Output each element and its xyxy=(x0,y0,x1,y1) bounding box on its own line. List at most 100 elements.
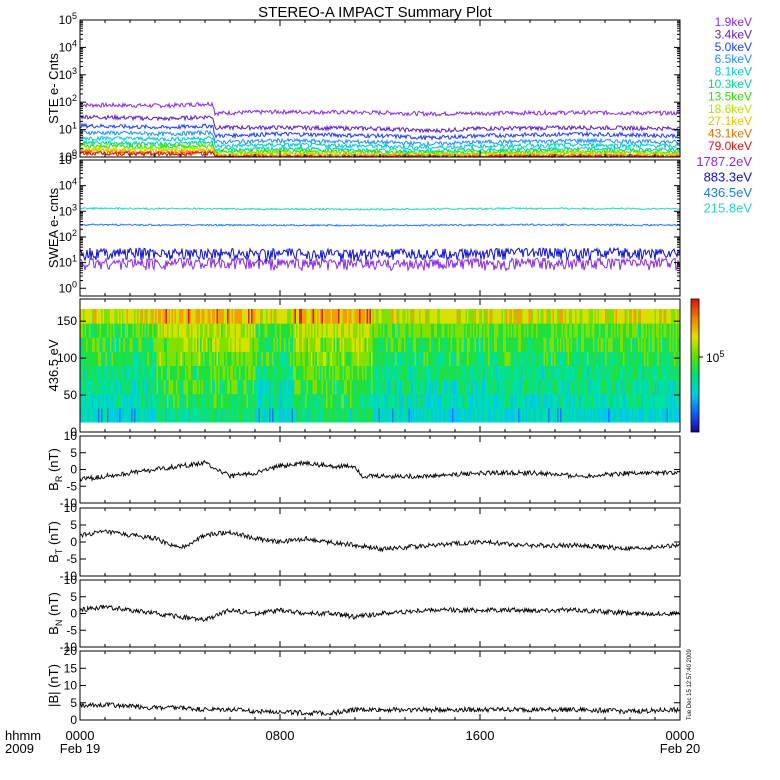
pad-cell xyxy=(213,351,216,366)
pad-cell xyxy=(317,323,319,338)
pad-cell xyxy=(86,337,88,352)
pad-cell xyxy=(672,351,675,366)
pad-cell xyxy=(365,337,367,352)
pad-cell xyxy=(378,351,381,366)
pad-cell xyxy=(143,393,145,409)
pad-cell xyxy=(528,309,531,324)
pad-cell xyxy=(170,351,172,366)
pad-cell xyxy=(377,379,379,395)
pad-cell xyxy=(497,365,499,381)
pad-cell xyxy=(560,323,562,338)
pad-cell xyxy=(503,407,505,423)
pad-cell xyxy=(224,323,226,338)
pad-cell xyxy=(260,407,262,423)
pad-cell xyxy=(531,337,534,352)
pad-cell xyxy=(582,337,585,352)
pad-cell xyxy=(422,379,424,395)
pad-cell xyxy=(185,323,187,338)
pad-cell xyxy=(354,379,357,395)
pad-cell xyxy=(80,379,82,395)
pad-cell xyxy=(666,309,669,324)
pad-cell xyxy=(309,309,312,324)
pad-cell xyxy=(248,393,250,409)
pad-cell xyxy=(113,351,115,366)
pad-cell xyxy=(540,379,543,395)
pad-cell xyxy=(639,393,642,409)
pad-cell xyxy=(395,323,397,338)
pad-cell xyxy=(338,323,340,338)
pad-cell xyxy=(423,351,426,366)
pad-cell xyxy=(159,379,162,395)
pad-cell xyxy=(534,351,537,366)
pad-cell xyxy=(551,323,553,338)
pad-cell xyxy=(336,393,339,409)
pad-cell xyxy=(633,337,636,352)
pad-cell xyxy=(593,407,595,423)
pad-cell xyxy=(285,323,288,338)
pad-cell xyxy=(354,393,357,409)
pad-cell xyxy=(543,309,546,324)
swea-y-tick-label: 104 xyxy=(59,177,77,193)
pad-cell xyxy=(165,365,168,381)
pad-cell xyxy=(98,407,100,423)
pad-cell xyxy=(221,407,223,423)
pad-cell xyxy=(309,393,312,409)
pad-cell xyxy=(173,309,175,324)
pad-cell xyxy=(179,393,181,409)
pad-cell xyxy=(479,309,481,324)
pad-cell xyxy=(356,337,358,352)
pad-cell xyxy=(308,323,310,338)
pad-cell xyxy=(467,323,469,338)
pad-cell xyxy=(230,379,232,395)
pad-cell xyxy=(512,379,514,395)
pad-cell xyxy=(599,393,601,409)
pad-cell xyxy=(177,337,180,352)
pad-cell xyxy=(510,365,513,381)
pad-cell xyxy=(539,337,541,352)
pad-cell xyxy=(153,337,156,352)
pad-cell xyxy=(462,323,465,338)
pad-cell xyxy=(461,337,463,352)
pad-cell xyxy=(353,407,355,423)
pad-cell xyxy=(269,323,271,338)
pad-cell xyxy=(165,351,168,366)
pad-cell xyxy=(167,379,169,395)
pad-cell xyxy=(171,407,174,423)
pad-cell xyxy=(273,337,276,352)
pad-cell xyxy=(627,351,630,366)
pad-cell xyxy=(411,379,414,395)
pad-cell xyxy=(380,309,382,324)
pad-cell xyxy=(413,407,415,423)
pad-cell xyxy=(290,365,292,381)
pad-cell xyxy=(564,393,567,409)
pad-cell xyxy=(530,323,532,338)
pad-cell xyxy=(131,393,133,409)
pad-cell xyxy=(566,379,568,395)
pad-cell xyxy=(233,337,235,352)
pad-cell xyxy=(143,309,145,324)
pad-cell xyxy=(428,407,430,423)
pad-cell xyxy=(263,365,265,381)
pad-cell xyxy=(474,351,477,366)
pad-cell xyxy=(242,365,244,381)
pad-cell xyxy=(333,309,336,324)
pad-cell xyxy=(678,393,681,409)
pad-cell xyxy=(159,365,162,381)
pad-cell xyxy=(383,323,385,338)
pad-cell xyxy=(126,309,129,324)
pad-cell xyxy=(603,337,606,352)
pad-cell xyxy=(618,309,621,324)
pad-cell xyxy=(632,407,634,423)
pad-cell xyxy=(179,309,181,324)
pad-cell xyxy=(323,365,325,381)
pad-cell xyxy=(569,365,571,381)
pad-cell xyxy=(543,337,546,352)
pad-cell xyxy=(311,337,313,352)
pad-cell xyxy=(179,337,181,352)
pad-cell xyxy=(446,379,448,395)
pad-cell xyxy=(243,323,246,338)
bt-y-label: BT (nT) xyxy=(46,521,64,563)
pad-cell xyxy=(204,351,207,366)
pad-cell xyxy=(566,337,568,352)
pad-cell xyxy=(635,309,637,324)
